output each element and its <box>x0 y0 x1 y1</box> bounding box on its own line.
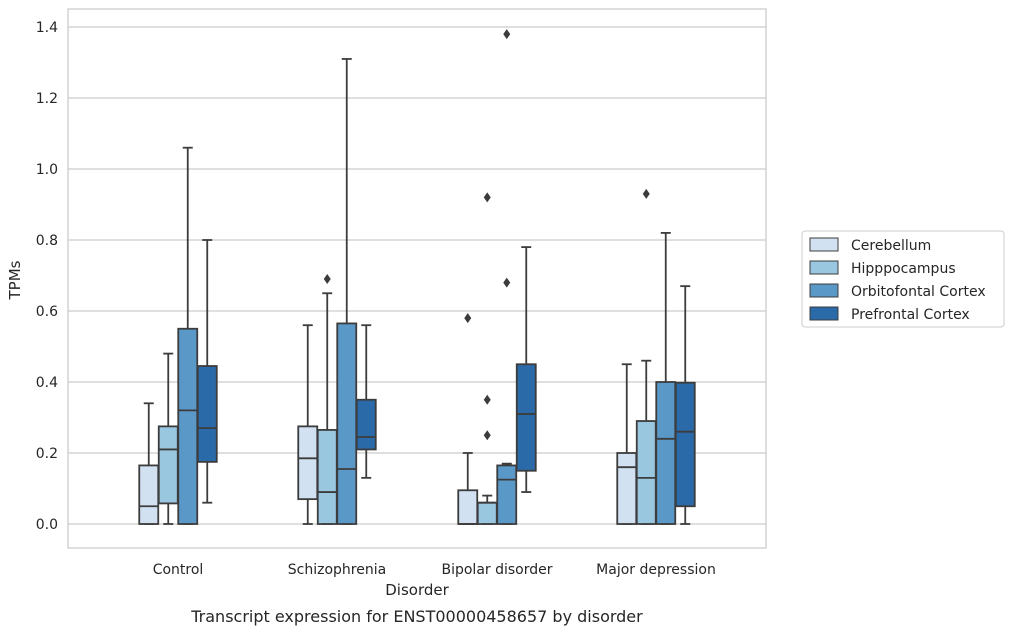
box-body <box>138 464 160 525</box>
box-orbitofontal-cortex <box>496 29 518 525</box>
outlier-point <box>323 274 331 285</box>
outlier-point <box>503 29 511 40</box>
box-orbitofontal-cortex <box>177 146 199 525</box>
legend-swatch <box>809 237 839 252</box>
legend-label: Cerebellum <box>851 238 931 254</box>
box-body <box>316 429 338 525</box>
x-axis-ticks: Control Schizophrenia Bipolar disorder Majo… <box>153 562 716 578</box>
box-hipppocampus <box>635 188 657 525</box>
x-axis-label: Disorder <box>385 581 449 599</box>
box-body <box>297 425 319 501</box>
legend-frame <box>801 230 1005 328</box>
plot-frame <box>67 8 767 549</box>
box-prefrontal-cortex <box>515 246 537 493</box>
box-body <box>457 489 479 525</box>
y-tick-label: 0.0 <box>36 517 58 533</box>
chart-caption: Transcript expression for ENST0000045865… <box>190 607 643 626</box>
y-tick-label: 0.2 <box>36 446 58 462</box>
box-prefrontal-cortex <box>196 239 218 504</box>
box-plot-series <box>138 29 696 525</box>
legend-label: Prefrontal Cortex <box>851 307 970 323</box>
box-body <box>616 452 638 525</box>
legend-label: Orbitofontal Cortex <box>851 284 986 300</box>
x-tick-label: Bipolar disorder <box>441 562 552 578</box>
box-orbitofontal-cortex <box>655 231 677 525</box>
outlier-point <box>483 192 491 203</box>
y-tick-label: 0.6 <box>36 304 58 320</box>
box-cerebellum <box>297 324 319 525</box>
legend-swatch <box>809 306 839 321</box>
box-orbitofontal-cortex <box>336 58 358 525</box>
outlier-point <box>503 277 511 288</box>
legend-swatch <box>809 283 839 298</box>
x-tick-label: Major depression <box>596 562 716 578</box>
box-cerebellum <box>457 313 479 525</box>
x-tick-label: Control <box>153 562 204 578</box>
box-prefrontal-cortex <box>674 285 696 525</box>
outlier-point <box>483 430 491 441</box>
outlier-point <box>642 188 650 199</box>
y-tick-label: 0.8 <box>36 233 58 249</box>
box-body <box>476 501 498 525</box>
legend: Cerebellum Hipppocampus Orbitofontal Corte… <box>801 230 1005 328</box>
box-cerebellum <box>616 363 638 525</box>
y-tick-label: 1.4 <box>36 20 58 36</box>
box-cerebellum <box>138 402 160 525</box>
box-body <box>674 381 696 508</box>
legend-label: Hipppocampus <box>851 261 956 277</box>
y-tick-label: 1.2 <box>36 91 58 107</box>
box-body <box>157 425 179 505</box>
box-body <box>177 327 199 525</box>
y-tick-label: 1.0 <box>36 162 58 178</box>
box-hipppocampus <box>157 352 179 525</box>
y-axis-label: TPMs <box>6 260 24 300</box>
box-body <box>196 365 218 463</box>
x-tick-label: Schizophrenia <box>288 562 386 578</box>
box-hipppocampus <box>476 192 498 525</box>
y-tick-label: 0.4 <box>36 375 58 391</box>
outlier-point <box>464 313 472 324</box>
box-body <box>355 398 377 451</box>
box-body <box>655 381 677 525</box>
box-body <box>496 464 518 525</box>
outlier-point <box>483 394 491 405</box>
box-prefrontal-cortex <box>355 324 377 479</box>
legend-swatch <box>809 260 839 275</box>
box-body <box>515 363 537 472</box>
box-body <box>635 420 657 525</box>
y-axis-ticks: 0.0 0.2 0.4 0.6 0.8 1.0 1.2 1.4 <box>36 20 58 533</box>
box-hipppocampus <box>316 274 338 525</box>
box-body <box>336 322 358 525</box>
